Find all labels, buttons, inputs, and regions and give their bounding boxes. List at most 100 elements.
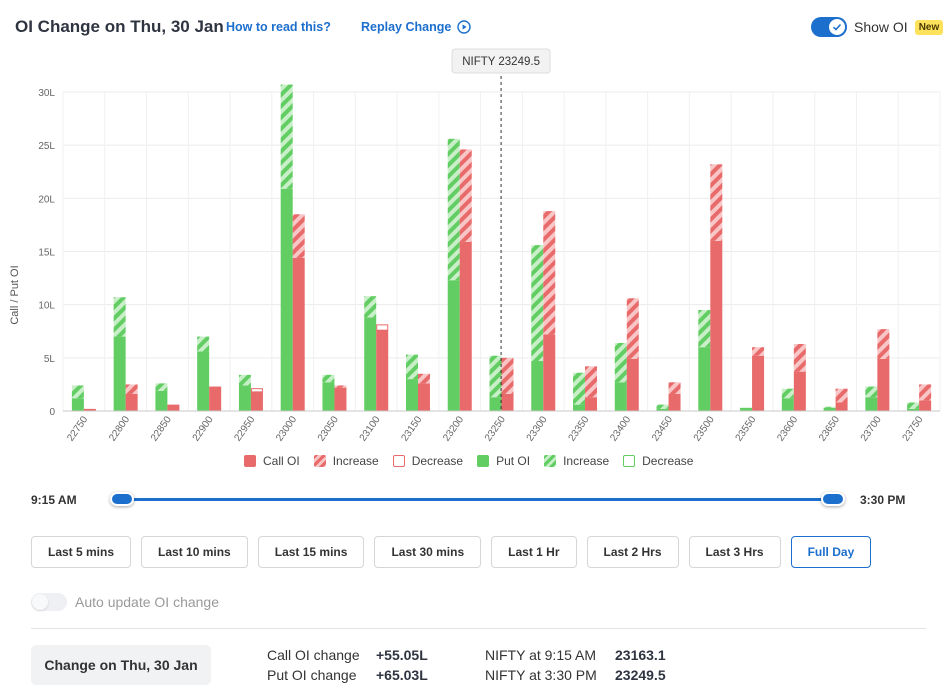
call-oi-increase-bar (585, 366, 598, 398)
call-oi-increase-bar (668, 382, 681, 394)
put-oi-bar (113, 336, 126, 411)
call-oi-bar (376, 330, 389, 411)
put-oi-bar (781, 398, 794, 411)
put-oi-bar (447, 280, 460, 411)
put-oi-increase-bar (238, 374, 251, 386)
x-tick-label: 23050 (316, 414, 341, 443)
nifty-start-value: 23163.1 (615, 647, 666, 663)
legend-label: Put OI (496, 454, 531, 468)
call-oi-bar (334, 387, 347, 411)
put-oi-bar (907, 408, 920, 411)
range-button-last-5-mins[interactable]: Last 5 mins (31, 536, 132, 568)
call-oi-increase-bar (877, 329, 890, 359)
call-oi-increase-bar (125, 384, 138, 394)
call-oi-bar (626, 358, 639, 411)
put-oi-bar (531, 361, 544, 411)
y-tick-label: 0 (49, 407, 55, 418)
legend-label: Increase (563, 454, 610, 468)
legend-label: Increase (332, 454, 379, 468)
put-oi-bar (489, 397, 502, 411)
y-tick-label: 20L (38, 194, 55, 205)
x-tick-label: 23250 (483, 414, 508, 443)
y-axis-label: Call / Put OI (9, 265, 21, 324)
call-oi-bar (501, 393, 514, 411)
put-oi-increase-bar (280, 84, 293, 189)
range-button-last-1-hr[interactable]: Last 1 Hr (491, 536, 577, 568)
x-tick-label: 22900 (191, 414, 216, 443)
call-oi-increase-bar (752, 347, 765, 356)
x-tick-label: 23650 (817, 414, 842, 443)
range-button-last-15-mins[interactable]: Last 15 mins (257, 536, 365, 568)
call-oi-increase-bar (919, 384, 932, 401)
put-oi-increase-bar (155, 383, 168, 391)
y-tick-label: 5L (44, 354, 56, 365)
put-oi-increase-bar (322, 374, 335, 383)
call-oi-bar (167, 404, 180, 411)
put-oi-increase-bar (364, 296, 377, 318)
x-tick-label: 22800 (107, 414, 132, 443)
x-tick-label: 23200 (441, 414, 466, 443)
range-button-last-30-mins[interactable]: Last 30 mins (374, 536, 482, 568)
call-oi-bar (877, 358, 890, 411)
legend-put-decrease: Decrease (623, 454, 693, 468)
call-oi-bar (417, 383, 430, 411)
put-oi-bar (698, 347, 711, 411)
call-oi-bar (250, 391, 263, 411)
call-oi-change-label: Call OI change (267, 647, 360, 663)
legend-swatch-put-decrease (623, 455, 636, 467)
x-tick-label: 22950 (232, 414, 257, 443)
range-button-last-10-mins[interactable]: Last 10 mins (141, 536, 248, 568)
range-button-full-day[interactable]: Full Day (790, 536, 872, 568)
change-date-button[interactable]: Change on Thu, 30 Jan (31, 645, 211, 685)
put-oi-increase-bar (823, 406, 836, 408)
show-oi-control: Show OI New (811, 17, 944, 37)
put-oi-bar (71, 398, 84, 411)
put-oi-increase-bar (113, 297, 126, 337)
range-button-last-3-hrs[interactable]: Last 3 Hrs (688, 536, 781, 568)
slider-end-handle[interactable] (821, 492, 845, 506)
call-oi-bar (668, 393, 681, 411)
put-oi-increase-bar (405, 354, 418, 380)
time-range-buttons: Last 5 mins Last 10 mins Last 15 mins La… (31, 536, 872, 568)
slider-start-handle[interactable] (110, 492, 134, 506)
y-tick-label: 25L (38, 141, 55, 152)
x-tick-label: 23000 (274, 414, 299, 443)
put-oi-bar (238, 385, 251, 411)
spot-price-box (451, 48, 551, 74)
legend-label: Decrease (642, 454, 694, 468)
x-tick-label: 23300 (525, 414, 550, 443)
put-oi-increase-bar (573, 372, 586, 405)
call-oi-decrease-bar (376, 324, 389, 331)
call-oi-bar (209, 386, 222, 411)
call-oi-increase-bar (793, 344, 806, 372)
call-oi-bar (292, 257, 305, 411)
x-tick-label: 22750 (65, 414, 90, 443)
y-tick-label: 15L (38, 248, 55, 259)
call-oi-increase-bar (334, 385, 347, 388)
legend-call-decrease: Decrease (392, 454, 463, 468)
slider-start-time: 9:15 AM (31, 493, 77, 507)
legend-put-increase: Increase (544, 454, 609, 468)
time-range-slider-track[interactable] (122, 498, 833, 501)
x-tick-label: 23150 (399, 414, 424, 443)
auto-update-toggle[interactable] (31, 593, 67, 611)
x-tick-label: 23700 (859, 414, 884, 443)
nifty-end-value: 23249.5 (615, 667, 666, 683)
put-oi-increase-bar (907, 402, 920, 409)
new-badge: New (914, 19, 944, 35)
range-button-last-2-hrs[interactable]: Last 2 Hrs (586, 536, 679, 568)
show-oi-label: Show OI (854, 19, 908, 35)
call-oi-increase-bar (835, 388, 848, 403)
call-oi-bar (125, 393, 138, 411)
replay-change-link[interactable]: Replay Change (361, 20, 472, 34)
how-to-read-link[interactable]: How to read this? (226, 20, 331, 34)
put-oi-bar (322, 382, 335, 411)
put-oi-increase-bar (656, 404, 669, 409)
show-oi-toggle[interactable] (811, 17, 847, 37)
nifty-end-label: NIFTY at 3:30 PM (485, 667, 597, 683)
call-oi-increase-bar (501, 357, 514, 394)
call-oi-increase-bar (543, 211, 556, 335)
put-oi-bar (197, 351, 210, 411)
replay-change-label: Replay Change (361, 20, 452, 34)
put-oi-increase-bar (71, 385, 84, 399)
